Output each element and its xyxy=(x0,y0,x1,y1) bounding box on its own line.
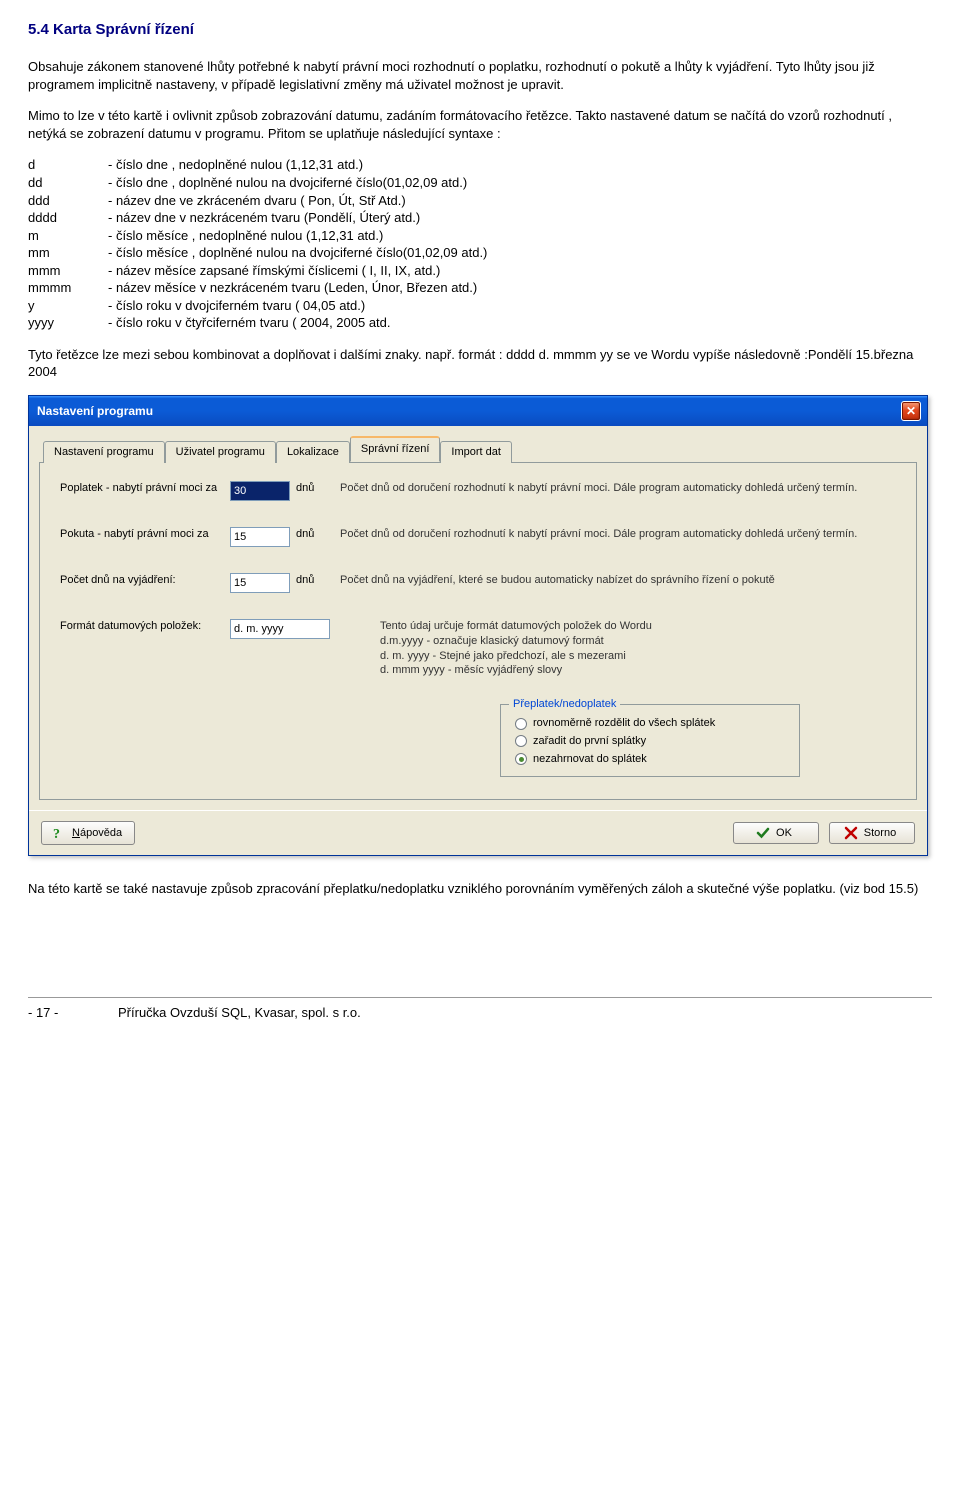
syntax-table: d- číslo dne , nedoplněné nulou (1,12,31… xyxy=(28,156,932,331)
ok-button-label: OK xyxy=(776,827,792,839)
syntax-value: - název měsíce zapsané římskými číslicem… xyxy=(108,262,932,280)
form-row-label: Poplatek - nabytí právní moci za xyxy=(60,481,230,496)
syntax-key: mm xyxy=(28,244,108,262)
dialog-body: Nastavení programuUživatel programuLokal… xyxy=(29,426,927,810)
form-row-unit: dnů xyxy=(296,573,326,588)
syntax-key: mmm xyxy=(28,262,108,280)
help-button-label-u: N xyxy=(72,827,80,839)
cross-icon xyxy=(844,826,858,840)
syntax-key: dd xyxy=(28,174,108,192)
form-row: Formát datumových položek: Tento údaj urč… xyxy=(60,619,900,678)
radio-label: rovnoměrně rozdělit do všech splátek xyxy=(533,716,715,731)
form-row-description: Tento údaj určuje formát datumových polo… xyxy=(380,619,900,678)
form-row: Počet dnů na vyjádření: dnů Počet dnů na v… xyxy=(60,573,900,593)
form-row-description: Počet dnů od doručení rozhodnutí k nabyt… xyxy=(340,481,900,496)
help-button-label-rest: ápověda xyxy=(80,827,122,839)
form-row-unit: dnů xyxy=(296,527,326,542)
syntax-key: dddd xyxy=(28,209,108,227)
form-row-unit: dnů xyxy=(296,481,326,496)
syntax-row: mm- číslo měsíce , doplněné nulou na dvo… xyxy=(28,244,932,262)
syntax-row: dddd- název dne v nezkráceném tvaru (Pon… xyxy=(28,209,932,227)
close-icon[interactable]: ✕ xyxy=(901,401,921,421)
radio-icon xyxy=(515,753,527,765)
radio-option[interactable]: nezahrnovat do splátek xyxy=(515,752,785,767)
page-footer: - 17 - Příručka Ovzduší SQL, Kvasar, spo… xyxy=(28,997,932,1022)
cancel-button[interactable]: Storno xyxy=(829,822,915,844)
syntax-value: - název měsíce v nezkráceném tvaru (Lede… xyxy=(108,279,932,297)
syntax-row: ddd- název dne ve zkráceném dvaru ( Pon,… xyxy=(28,192,932,210)
dialog-title: Nastavení programu xyxy=(37,403,153,419)
radio-option[interactable]: rovnoměrně rozdělit do všech splátek xyxy=(515,716,785,731)
syntax-row: y- číslo roku v dvojciferném tvaru ( 04,… xyxy=(28,297,932,315)
form-row-label: Počet dnů na vyjádření: xyxy=(60,573,230,588)
settings-dialog: Nastavení programu ✕ Nastavení programuU… xyxy=(28,395,928,856)
tab-správní-řízení[interactable]: Správní řízení xyxy=(350,436,440,462)
form-row-description: Počet dnů na vyjádření, které se budou a… xyxy=(340,573,900,588)
tab-lokalizace[interactable]: Lokalizace xyxy=(276,441,350,463)
radio-icon xyxy=(515,718,527,730)
section-heading: 5.4 Karta Správní řízení xyxy=(28,20,932,40)
form-row-input[interactable] xyxy=(230,573,290,593)
syntax-row: yyyy- číslo roku v čtyřciferném tvaru ( … xyxy=(28,314,932,332)
radio-option[interactable]: zařadit do první splátky xyxy=(515,734,785,749)
form-row-input[interactable] xyxy=(230,619,330,639)
syntax-value: - název dne v nezkráceném tvaru (Pondělí… xyxy=(108,209,932,227)
help-button[interactable]: ? Nápověda xyxy=(41,821,135,845)
radio-label: zařadit do první splátky xyxy=(533,734,646,749)
syntax-key: d xyxy=(28,156,108,174)
syntax-key: m xyxy=(28,227,108,245)
syntax-row: mmm- název měsíce zapsané římskými čísli… xyxy=(28,262,932,280)
ok-button[interactable]: OK xyxy=(733,822,819,844)
overpayment-fieldset: Přeplatek/nedoplatekrovnoměrně rozdělit … xyxy=(500,704,800,777)
syntax-value: - číslo roku v čtyřciferném tvaru ( 2004… xyxy=(108,314,932,332)
form-row-input[interactable] xyxy=(230,481,290,501)
syntax-key: mmmm xyxy=(28,279,108,297)
syntax-value: - číslo dne , doplněné nulou na dvojcife… xyxy=(108,174,932,192)
svg-text:?: ? xyxy=(53,827,60,841)
tab-nastavení-programu[interactable]: Nastavení programu xyxy=(43,441,165,463)
syntax-row: m- číslo měsíce , nedoplněné nulou (1,12… xyxy=(28,227,932,245)
form-row-label: Formát datumových položek: xyxy=(60,619,230,634)
syntax-row: mmmm- název měsíce v nezkráceném tvaru (… xyxy=(28,279,932,297)
radio-label: nezahrnovat do splátek xyxy=(533,752,647,767)
tabs-bar: Nastavení programuUživatel programuLokal… xyxy=(43,436,917,462)
form-row-description: Počet dnů od doručení rozhodnutí k nabyt… xyxy=(340,527,900,542)
intro-paragraph-1: Obsahuje zákonem stanovené lhůty potřebn… xyxy=(28,58,932,93)
button-group-right: OK Storno xyxy=(733,822,915,844)
dialog-titlebar[interactable]: Nastavení programu ✕ xyxy=(29,396,927,426)
syntax-key: ddd xyxy=(28,192,108,210)
help-icon: ? xyxy=(50,825,66,841)
form-row: Poplatek - nabytí právní moci za dnů Počet… xyxy=(60,481,900,501)
syntax-value: - číslo měsíce , doplněné nulou na dvojc… xyxy=(108,244,932,262)
form-row: Pokuta - nabytí právní moci za dnů Počet d… xyxy=(60,527,900,547)
syntax-row: d- číslo dne , nedoplněné nulou (1,12,31… xyxy=(28,156,932,174)
fieldset-legend: Přeplatek/nedoplatek xyxy=(509,697,620,712)
syntax-row: dd- číslo dne , doplněné nulou na dvojci… xyxy=(28,174,932,192)
form-row-input[interactable] xyxy=(230,527,290,547)
intro-paragraph-3: Tyto řetězce lze mezi sebou kombinovat a… xyxy=(28,346,932,381)
radio-icon xyxy=(515,735,527,747)
syntax-value: - číslo dne , nedoplněné nulou (1,12,31 … xyxy=(108,156,932,174)
tab-uživatel-programu[interactable]: Uživatel programu xyxy=(165,441,276,463)
syntax-value: - číslo měsíce , nedoplněné nulou (1,12,… xyxy=(108,227,932,245)
form-row-label: Pokuta - nabytí právní moci za xyxy=(60,527,230,542)
intro-paragraph-2: Mimo to lze v této kartě i ovlivnit způs… xyxy=(28,107,932,142)
dialog-footer: ? Nápověda OK Storno xyxy=(29,810,927,855)
outro-paragraph: Na této kartě se také nastavuje způsob z… xyxy=(28,880,932,898)
tab-panel: Poplatek - nabytí právní moci zadnůPočet… xyxy=(39,462,917,800)
page-number: - 17 - xyxy=(28,1004,88,1022)
syntax-key: yyyy xyxy=(28,314,108,332)
syntax-key: y xyxy=(28,297,108,315)
footer-text: Příručka Ovzduší SQL, Kvasar, spol. s r.… xyxy=(118,1004,361,1022)
syntax-value: - název dne ve zkráceném dvaru ( Pon, Út… xyxy=(108,192,932,210)
syntax-value: - číslo roku v dvojciferném tvaru ( 04,0… xyxy=(108,297,932,315)
cancel-button-label: Storno xyxy=(864,827,896,839)
tab-import-dat[interactable]: Import dat xyxy=(440,441,512,463)
check-icon xyxy=(756,826,770,840)
